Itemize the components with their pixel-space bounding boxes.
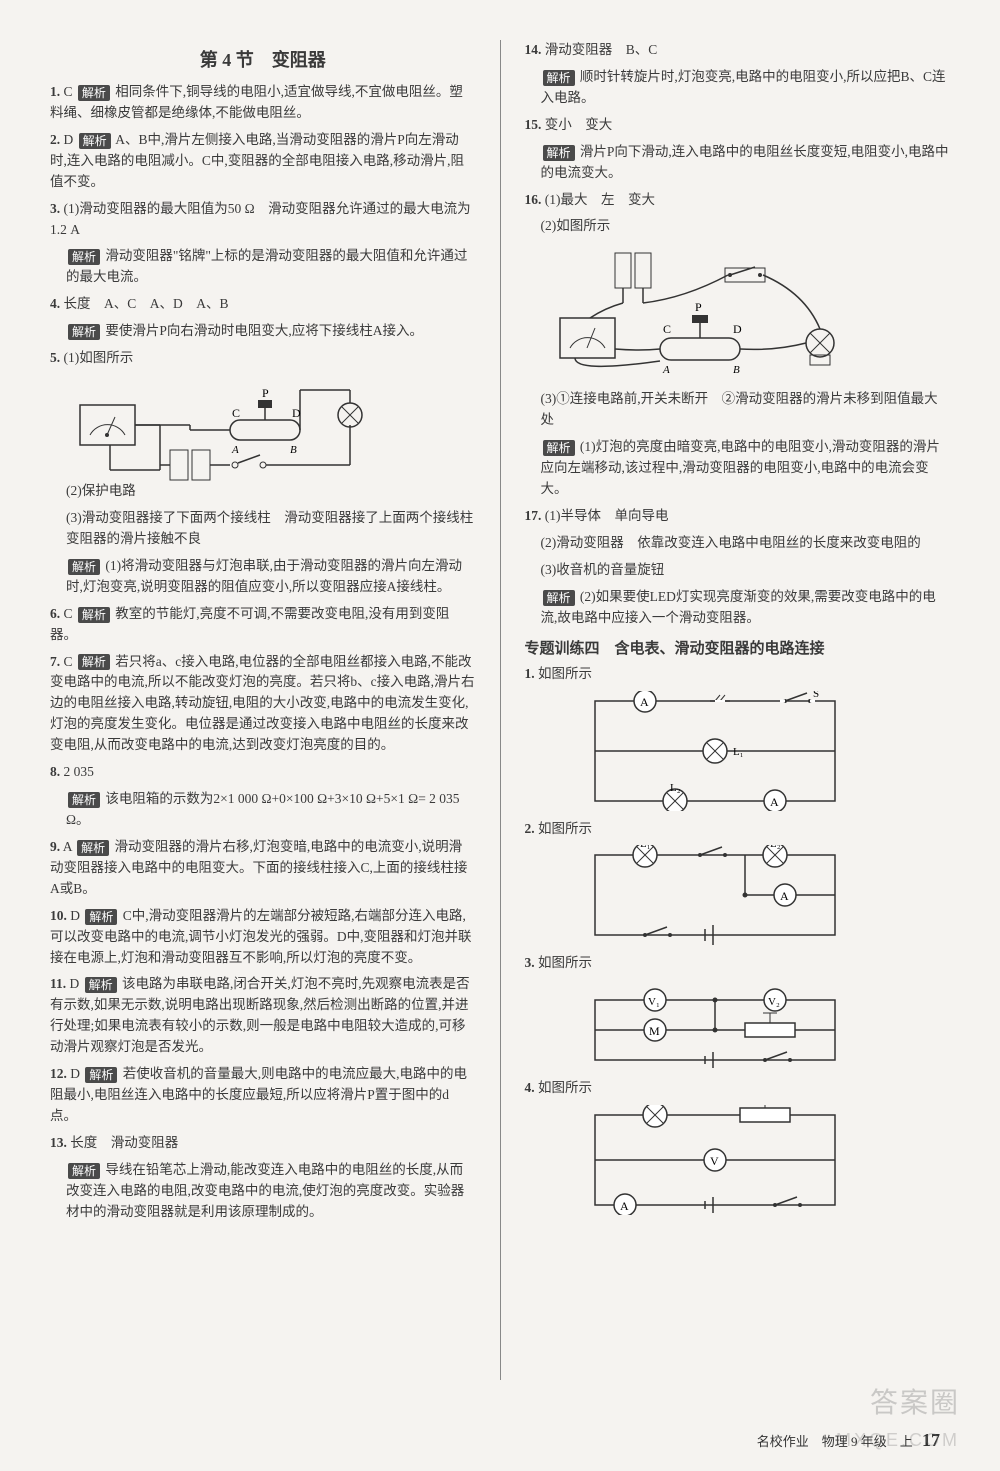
watermark-1: 答案圈 <box>870 1381 960 1421</box>
q8: 8. 2 035 <box>50 762 476 783</box>
label-B: B <box>290 444 297 456</box>
q3a: 3. (1)滑动变阻器的最大阻值为50 Ω 滑动变阻器允许通过的最大电流为1.2… <box>50 199 476 241</box>
q5d: 解析 (1)将滑动变阻器与灯泡串联,由于滑动变阻器的滑片向左滑动时,灯泡变亮,说… <box>50 556 476 598</box>
q3b: 解析 滑动变阻器"铭牌"上标的是滑动变阻器的最大阻值和允许通过的最大电流。 <box>50 246 476 288</box>
q10: 10. D 解析 C中,滑动变阻器滑片的左端部分被短路,右端部分连入电路,可以改… <box>50 906 476 969</box>
s2-figure: L₁ L₂ A <box>585 845 951 945</box>
q5-figure: C P D A B <box>70 375 370 475</box>
svg-text:L₁: L₁ <box>640 845 651 850</box>
svg-text:A: A <box>640 695 649 709</box>
special-title: 专题训练四 含电表、滑动变阻器的电路连接 <box>525 637 951 658</box>
label-C: C <box>232 406 240 420</box>
q7: 7. C 解析 若只将a、c接入电路,电位器的全部电阻丝都接入电路,不能改变电路… <box>50 652 476 757</box>
q16c: (3)①连接电路前,开关未断开 ②滑动变阻器的滑片未移到阻值最大处 <box>525 389 951 431</box>
svg-text:D: D <box>733 322 742 336</box>
column-divider <box>500 40 501 1380</box>
s3-figure: V₁ V₂ M <box>585 980 951 1070</box>
q1-ans: C <box>64 84 73 99</box>
right-column: 14. 滑动变阻器 B、C 解析 顺时针转旋片时,灯泡变亮,电路中的电阻变小,所… <box>525 40 951 1380</box>
s3: 3. 如图所示 <box>525 953 951 974</box>
q15: 15. 变小 变大 <box>525 115 951 136</box>
q5c: (3)滑动变阻器接了下面两个接线柱 滑动变阻器接了上面两个接线柱 变阻器的滑片接… <box>50 508 476 550</box>
q2: 2. D 解析 A、B中,滑片左侧接入电路,当滑动变阻器的滑片P向左滑动时,连入… <box>50 130 476 193</box>
s4: 4. 如图所示 <box>525 1078 951 1099</box>
svg-text:P: P <box>695 300 702 314</box>
label-P: P <box>262 386 269 400</box>
q16b: (2)如图所示 <box>525 216 951 237</box>
left-column: 第 4 节 变阻器 1. C 解析 相同条件下,铜导线的电阻小,适宜做导线,不宜… <box>50 40 476 1380</box>
label-A: A <box>231 444 239 456</box>
s1-figure: A S L₁ L₂ A <box>585 691 951 811</box>
svg-text:A: A <box>620 1199 629 1213</box>
q4b: 解析 要使滑片P向右滑动时电阻变大,应将下接线柱A接入。 <box>50 321 476 342</box>
q9: 9. A 解析 滑动变阻器的滑片右移,灯泡变暗,电路中的电流变小,说明滑动变阻器… <box>50 837 476 900</box>
q4: 4. 长度 A、C A、D A、B <box>50 294 476 315</box>
q17d: 解析 (2)如果要使LED灯实现亮度渐变的效果,需要改变电路中的电流,故电路中应… <box>525 587 951 629</box>
q14: 14. 滑动变阻器 B、C <box>525 40 951 61</box>
svg-text:A: A <box>770 795 779 809</box>
q1-num: 1. <box>50 84 60 99</box>
svg-text:L₂: L₂ <box>670 782 681 794</box>
svg-text:V₂: V₂ <box>768 996 780 1008</box>
svg-text:A: A <box>780 889 789 903</box>
q17a: 17. (1)半导体 单向导电 <box>525 506 951 527</box>
svg-text:C: C <box>663 322 671 336</box>
q6: 6. C 解析 教室的节能灯,亮度不可调,不需要改变电阻,没有用到变阻器。 <box>50 604 476 646</box>
q8b: 解析 该电阻箱的示数为2×1 000 Ω+0×100 Ω+3×10 Ω+5×1 … <box>50 789 476 831</box>
svg-text:V₁: V₁ <box>648 996 660 1008</box>
watermark-2: MXQE.COM <box>836 1430 960 1451</box>
q15b: 解析 滑片P向下滑动,连入电路中的电阻丝长度变短,电阻变小,电路中的电流变大。 <box>525 142 951 184</box>
svg-text:A: A <box>662 364 670 376</box>
q17c: (3)收音机的音量旋钮 <box>525 560 951 581</box>
s1: 1. 如图所示 <box>525 664 951 685</box>
s4-figure: V A <box>585 1105 951 1215</box>
q13: 13. 长度 滑动变阻器 <box>50 1133 476 1154</box>
q12: 12. D 解析 若使收音机的音量最大,则电路中的电流应最大,电路中的电阻最小,… <box>50 1064 476 1127</box>
q16a: 16. (1)最大 左 变大 <box>525 190 951 211</box>
q14b: 解析 顺时针转旋片时,灯泡变亮,电路中的电阻变小,所以应把B、C连入电路。 <box>525 67 951 109</box>
svg-text:B: B <box>733 364 740 376</box>
label-D: D <box>292 406 301 420</box>
q11: 11. D 解析 该电路为串联电路,闭合开关,灯泡不亮时,先观察电流表是否有示数… <box>50 974 476 1058</box>
q13b: 解析 导线在铅笔芯上滑动,能改变连入电路中的电阻丝的长度,从而改变连入电路的电阻… <box>50 1160 476 1223</box>
q1-text: 相同条件下,铜导线的电阻小,适宜做导线,不宜做电阻丝。塑料绳、细橡皮管都是绝缘体… <box>50 84 463 120</box>
svg-text:L₂: L₂ <box>770 845 781 850</box>
svg-text:S: S <box>813 691 819 700</box>
q17b: (2)滑动变阻器 依靠改变连入电路中电阻丝的长度来改变电阻的 <box>525 533 951 554</box>
svg-text:L₁: L₁ <box>733 746 744 758</box>
svg-text:M: M <box>649 1024 660 1038</box>
svg-text:V: V <box>710 1154 719 1168</box>
s2: 2. 如图所示 <box>525 819 951 840</box>
section-title: 第 4 节 变阻器 <box>50 46 476 72</box>
q16d: 解析 (1)灯泡的亮度由暗变亮,电路中的电阻变小,滑动变阻器的滑片应向左端移动,… <box>525 437 951 500</box>
q1: 1. C 解析 相同条件下,铜导线的电阻小,适宜做导线,不宜做电阻丝。塑料绳、细… <box>50 82 476 124</box>
q16-figure: C P D A B <box>545 243 865 383</box>
q5a: 5. (1)如图所示 <box>50 348 476 369</box>
tag-label: 解析 <box>78 85 110 101</box>
